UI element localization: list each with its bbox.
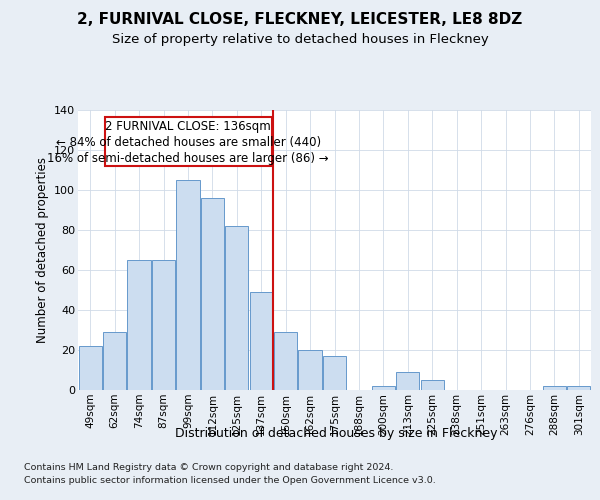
Bar	[543, 386, 566, 390]
Bar	[152, 260, 175, 390]
Y-axis label: Number of detached properties: Number of detached properties	[35, 157, 49, 343]
Text: Contains public sector information licensed under the Open Government Licence v3: Contains public sector information licen…	[24, 476, 436, 485]
Bar	[127, 260, 151, 390]
Bar	[79, 346, 102, 390]
Bar	[298, 350, 322, 390]
Text: Contains HM Land Registry data © Crown copyright and database right 2024.: Contains HM Land Registry data © Crown c…	[24, 462, 394, 471]
Bar	[567, 386, 590, 390]
FancyBboxPatch shape	[105, 117, 272, 166]
Bar	[103, 332, 126, 390]
Text: 2, FURNIVAL CLOSE, FLECKNEY, LEICESTER, LE8 8DZ: 2, FURNIVAL CLOSE, FLECKNEY, LEICESTER, …	[77, 12, 523, 28]
Text: ← 84% of detached houses are smaller (440): ← 84% of detached houses are smaller (44…	[56, 136, 321, 149]
Bar	[176, 180, 200, 390]
Text: Size of property relative to detached houses in Fleckney: Size of property relative to detached ho…	[112, 32, 488, 46]
Bar	[250, 292, 273, 390]
Bar	[201, 198, 224, 390]
Bar	[323, 356, 346, 390]
Bar	[396, 372, 419, 390]
Bar	[225, 226, 248, 390]
Bar	[274, 332, 297, 390]
Text: 2 FURNIVAL CLOSE: 136sqm: 2 FURNIVAL CLOSE: 136sqm	[106, 120, 271, 133]
Bar	[421, 380, 444, 390]
Text: 16% of semi-detached houses are larger (86) →: 16% of semi-detached houses are larger (…	[47, 152, 329, 165]
Bar	[372, 386, 395, 390]
Text: Distribution of detached houses by size in Fleckney: Distribution of detached houses by size …	[175, 428, 497, 440]
